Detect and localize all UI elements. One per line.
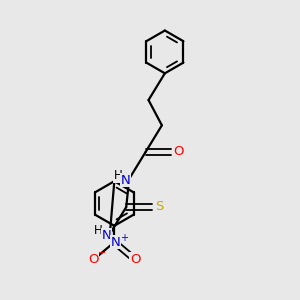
Text: S: S <box>156 200 164 213</box>
Text: N: N <box>101 229 111 242</box>
Text: O: O <box>88 253 99 266</box>
Text: H: H <box>113 169 122 182</box>
Text: O: O <box>130 253 140 266</box>
Text: O: O <box>173 145 184 158</box>
Text: N: N <box>111 236 121 249</box>
Text: N: N <box>121 174 130 187</box>
Text: +: + <box>120 233 128 243</box>
Text: −: − <box>98 248 106 258</box>
Text: H: H <box>94 224 103 237</box>
